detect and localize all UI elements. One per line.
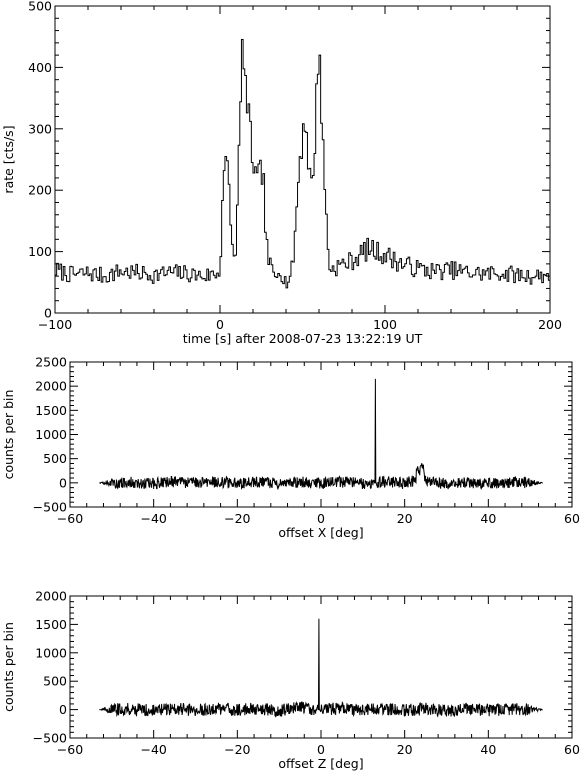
- x-tick-label: 0: [317, 742, 325, 757]
- y-tick-label: −500: [33, 500, 67, 515]
- y-tick-label: 500: [28, 0, 52, 14]
- x-tick-label: 20: [397, 511, 413, 526]
- y-tick-label: 2000: [35, 379, 67, 394]
- x-tick-label: −100: [38, 317, 72, 332]
- x-axis-label: time [s] after 2008-07-23 13:22:19 UT: [183, 331, 423, 346]
- x-tick-label: 200: [538, 317, 562, 332]
- y-tick-label: 500: [43, 451, 67, 466]
- y-tick-label: 2000: [35, 589, 67, 604]
- series-line-1: [55, 39, 550, 289]
- y-tick-label: 300: [28, 121, 52, 136]
- y-tick-label: 200: [28, 183, 52, 198]
- x-tick-label: 60: [564, 742, 580, 757]
- series-line-1: [99, 378, 543, 490]
- y-tick-label: 0: [44, 306, 52, 321]
- y-tick-label: 500: [43, 674, 67, 689]
- x-tick-label: 0: [317, 511, 325, 526]
- x-tick-label: 100: [373, 317, 397, 332]
- x-tick-label: −40: [140, 511, 166, 526]
- plot-frame: [54, 5, 551, 314]
- x-axis-label: offset Z [deg]: [278, 756, 363, 771]
- y-axis-label: counts per bin: [1, 390, 16, 480]
- x-tick-label: 40: [480, 511, 496, 526]
- y-axis-label: counts per bin: [1, 622, 16, 712]
- y-tick-label: 2500: [35, 355, 67, 370]
- plot-frame: [69, 595, 573, 739]
- y-tick-label: 100: [28, 244, 52, 259]
- y-tick-label: 1500: [35, 403, 67, 418]
- x-tick-label: −20: [224, 511, 250, 526]
- y-tick-label: −500: [33, 731, 67, 746]
- y-tick-label: 1000: [35, 645, 67, 660]
- chart-panel-2: −60 −40 −20 0 20 40 60 −500 0 500 1000 1500 2000 2500…: [1, 355, 580, 541]
- x-tick-label: 40: [480, 742, 496, 757]
- x-tick-label: −60: [57, 742, 83, 757]
- series-line-1: [99, 618, 543, 718]
- chart-panel-3: −60 −40 −20 0 20 40 60 −500 0 500 1000 1500 2000 offs…: [1, 589, 580, 772]
- x-axis-label: offset X [deg]: [278, 525, 363, 540]
- x-tick-label: −20: [224, 742, 250, 757]
- y-tick-label: 400: [28, 60, 52, 75]
- x-tick-label: 0: [216, 317, 224, 332]
- y-axis-label: rate [cts/s]: [1, 125, 16, 193]
- y-tick-label: 0: [59, 702, 67, 717]
- y-tick-label: 0: [59, 475, 67, 490]
- x-tick-label: 60: [564, 511, 580, 526]
- x-tick-label: −60: [57, 511, 83, 526]
- y-tick-label: 1000: [35, 427, 67, 442]
- x-tick-label: 20: [397, 742, 413, 757]
- x-tick-label: −40: [140, 742, 166, 757]
- y-tick-label: 1500: [35, 617, 67, 632]
